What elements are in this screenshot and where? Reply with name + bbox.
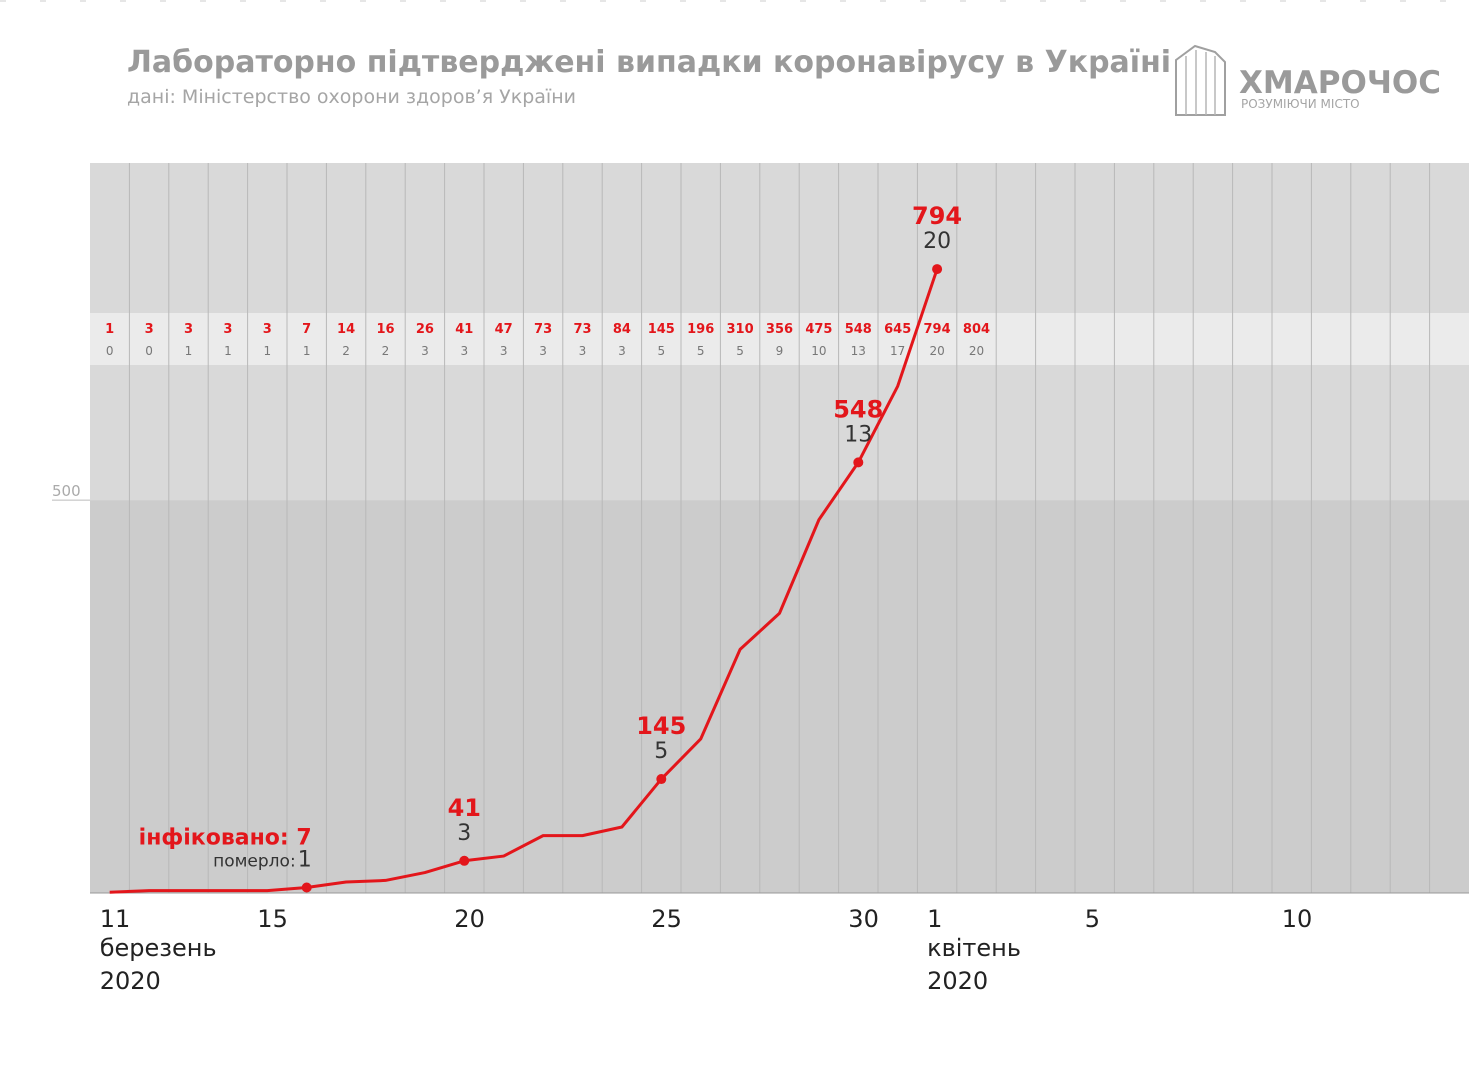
table-infected: 356 bbox=[766, 322, 793, 337]
highlight-point bbox=[301, 882, 312, 893]
highlight-point bbox=[853, 457, 864, 468]
annotation-value: 145 bbox=[636, 712, 686, 740]
table-deaths: 3 bbox=[460, 344, 468, 358]
month-label: березень bbox=[100, 934, 217, 962]
table-deaths: 17 bbox=[890, 344, 905, 358]
table-deaths: 3 bbox=[539, 344, 547, 358]
table-infected: 548 bbox=[845, 322, 872, 337]
table-deaths: 2 bbox=[342, 344, 350, 358]
table-infected: 3 bbox=[263, 322, 272, 337]
table-deaths: 2 bbox=[382, 344, 390, 358]
annotation-label: інфіковано: bbox=[139, 825, 289, 850]
table-deaths: 5 bbox=[697, 344, 705, 358]
x-tick-label: 20 bbox=[454, 905, 485, 933]
y-tick-label: 500 bbox=[52, 482, 81, 500]
table-infected: 16 bbox=[376, 322, 394, 337]
logo-icon-lines bbox=[1185, 50, 1216, 115]
annotation-value: 548 bbox=[833, 395, 883, 423]
table-deaths: 3 bbox=[579, 344, 587, 358]
table-infected: 14 bbox=[337, 322, 355, 337]
logo-name: ХМАРОЧОС bbox=[1239, 65, 1441, 101]
annotation-deaths: 3 bbox=[457, 821, 471, 846]
logo-icon bbox=[1175, 44, 1226, 116]
annotation-deaths: 1 bbox=[298, 847, 312, 872]
chart-title: Лабораторно підтверджені випадки коронав… bbox=[127, 45, 1171, 80]
x-tick-label: 25 bbox=[651, 905, 682, 933]
table-deaths: 0 bbox=[145, 344, 153, 358]
year-label: 2020 bbox=[100, 967, 161, 995]
year-label: 2020 bbox=[927, 967, 988, 995]
annotation-value: 794 bbox=[912, 202, 962, 230]
table-band bbox=[90, 313, 1469, 365]
table-deaths: 3 bbox=[421, 344, 429, 358]
logo-tagline: РОЗУМІЮЧИ МІСТО bbox=[1241, 97, 1360, 111]
table-infected: 3 bbox=[145, 322, 154, 337]
table-infected: 196 bbox=[687, 322, 714, 337]
table-deaths: 5 bbox=[657, 344, 665, 358]
annotation-deaths: 5 bbox=[654, 739, 668, 764]
table-deaths: 20 bbox=[929, 344, 944, 358]
annotation-sub-label: померло: bbox=[213, 851, 296, 871]
highlight-point bbox=[656, 774, 667, 785]
table-infected: 3 bbox=[223, 322, 232, 337]
table-deaths: 13 bbox=[851, 344, 866, 358]
highlight-point bbox=[459, 855, 470, 866]
x-tick-label: 5 bbox=[1085, 905, 1100, 933]
logo: ХМАРОЧОС РОЗУМІЮЧИ МІСТО bbox=[1175, 44, 1441, 116]
chart-subtitle: дані: Міністерство охорони здоров’я Укра… bbox=[127, 86, 576, 108]
table-deaths: 20 bbox=[969, 344, 984, 358]
table-deaths: 5 bbox=[736, 344, 744, 358]
annotation-value: 41 bbox=[448, 794, 481, 822]
table-infected: 47 bbox=[495, 322, 513, 337]
table-infected: 645 bbox=[884, 322, 911, 337]
x-tick-label: 1 bbox=[927, 905, 942, 933]
annotation-deaths: 20 bbox=[923, 229, 951, 254]
table-deaths: 0 bbox=[106, 344, 114, 358]
annotation-sub: померло:1 bbox=[213, 847, 312, 872]
annotation-deaths: 13 bbox=[844, 422, 872, 447]
table-infected: 73 bbox=[573, 322, 591, 337]
table-infected: 310 bbox=[727, 322, 754, 337]
table-infected: 3 bbox=[184, 322, 193, 337]
table-deaths: 1 bbox=[263, 344, 271, 358]
highlight-point bbox=[932, 264, 943, 275]
table-infected: 84 bbox=[613, 322, 631, 337]
annotation-value: 7 bbox=[296, 825, 311, 850]
table-deaths: 1 bbox=[303, 344, 311, 358]
table-deaths: 3 bbox=[618, 344, 626, 358]
x-tick-label: 30 bbox=[848, 905, 879, 933]
table-deaths: 3 bbox=[500, 344, 508, 358]
table-infected: 145 bbox=[648, 322, 675, 337]
table-deaths: 10 bbox=[811, 344, 826, 358]
table-infected: 7 bbox=[302, 322, 311, 337]
table-infected: 26 bbox=[416, 322, 434, 337]
table-infected: 475 bbox=[805, 322, 832, 337]
plot-background-lower bbox=[90, 500, 1469, 893]
x-tick-label: 11 bbox=[100, 905, 131, 933]
table-infected: 41 bbox=[455, 322, 473, 337]
table-deaths: 1 bbox=[185, 344, 193, 358]
table-deaths: 9 bbox=[776, 344, 784, 358]
annotation-main: інфіковано: 7 bbox=[139, 825, 312, 850]
table-infected: 73 bbox=[534, 322, 552, 337]
table-infected: 1 bbox=[105, 322, 114, 337]
table-deaths: 1 bbox=[224, 344, 232, 358]
x-tick-label: 10 bbox=[1282, 905, 1313, 933]
series-line bbox=[109, 268, 939, 894]
table-infected: 794 bbox=[924, 322, 951, 337]
table-infected: 804 bbox=[963, 322, 990, 337]
x-tick-label: 15 bbox=[257, 905, 288, 933]
month-label: квітень bbox=[927, 934, 1021, 962]
